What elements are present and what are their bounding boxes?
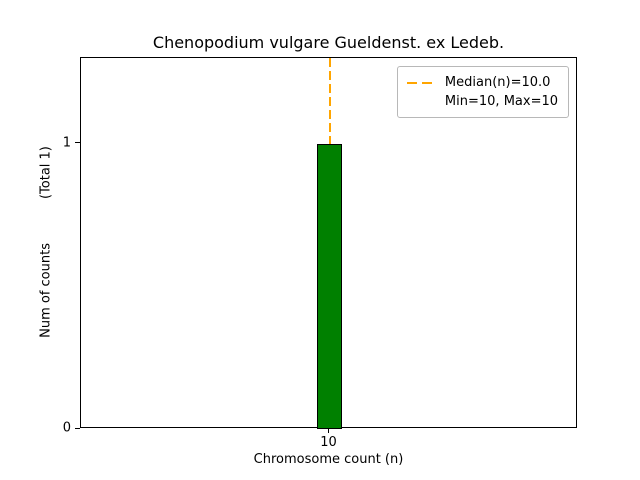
x-axis-label: Chromosome count (n) bbox=[253, 452, 404, 467]
y-axis-label: Num of counts (Total 1) bbox=[39, 146, 54, 338]
y-tick-label: 1 bbox=[62, 135, 71, 151]
legend-median-label: Median(n)=10.0 bbox=[444, 75, 551, 90]
legend-row-median: Median(n)=10.0 bbox=[406, 73, 558, 92]
histogram-bar bbox=[317, 143, 342, 429]
y-tick-mark bbox=[75, 142, 80, 144]
plot-area: Median(n)=10.0 Min=10, Max=10 bbox=[80, 57, 577, 429]
legend: Median(n)=10.0 Min=10, Max=10 bbox=[396, 66, 569, 118]
chart-title: Chenopodium vulgare Gueldenst. ex Ledeb. bbox=[152, 33, 505, 52]
legend-row-minmax: Min=10, Max=10 bbox=[407, 92, 558, 111]
y-tick-mark bbox=[75, 427, 80, 429]
y-axis-label-text: Num of counts bbox=[38, 243, 54, 338]
y-tick-label: 0 bbox=[62, 420, 71, 436]
x-tick-mark bbox=[328, 428, 329, 433]
x-tick-label: 10 bbox=[320, 435, 337, 450]
legend-swatch-spacer bbox=[407, 101, 437, 103]
legend-minmax-label: Min=10, Max=10 bbox=[444, 94, 558, 109]
y-axis-total-text: (Total 1) bbox=[38, 146, 54, 200]
median-line-swatch bbox=[406, 81, 437, 84]
